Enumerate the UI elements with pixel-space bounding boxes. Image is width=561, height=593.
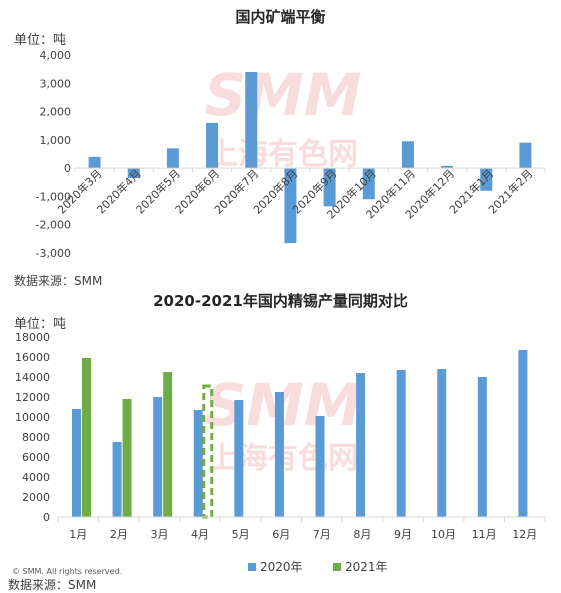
chart2-bar-2020	[356, 373, 366, 517]
chart2-category-label: 10月	[431, 528, 456, 541]
chart2-category-label: 9月	[394, 528, 412, 541]
chart1-ytick-label: 4,000	[40, 49, 72, 62]
copyright-text: © SMM. All rights reserved.	[12, 567, 123, 576]
chart2-ytick-label: 14000	[15, 371, 50, 384]
chart1-bar	[127, 168, 140, 179]
chart1-bar	[323, 168, 336, 207]
chart1-bar	[441, 165, 454, 169]
chart2-ytick-label: 18000	[15, 331, 50, 344]
chart1-bar	[401, 141, 414, 169]
chart2-bar-2020	[153, 397, 163, 517]
chart1-ytick-label: -1,000	[36, 190, 71, 203]
watermark-text-1: 上海有色网	[208, 137, 358, 172]
chart1-unit-label: 单位：吨	[14, 33, 67, 48]
chart2-bar-2020	[234, 400, 244, 517]
chart2-bar-2020	[112, 442, 122, 517]
chart2-ytick-label: 10000	[15, 411, 50, 424]
chart1-ytick-label: 0	[64, 162, 71, 175]
chart2-ytick-label: 4000	[22, 471, 50, 484]
chart1-title: 国内矿端平衡	[235, 8, 326, 26]
chart1-bar	[284, 168, 297, 244]
chart2-bar-2020	[315, 416, 325, 517]
chart2-category-label: 2月	[110, 528, 128, 541]
watermark-logo-1: SMM	[204, 61, 361, 129]
legend-swatch-2021	[333, 563, 341, 571]
chart2-bar-2021	[163, 372, 173, 517]
chart1-bar	[166, 148, 179, 169]
chart2-bar-2021	[82, 358, 91, 517]
chart1-bar	[88, 156, 101, 169]
chart2-category-label: 5月	[232, 528, 250, 541]
chart1-bar	[245, 71, 258, 169]
chart1-bar	[519, 142, 532, 169]
chart1-ytick-label: -2,000	[36, 219, 71, 232]
chart2-bar-2020	[518, 350, 528, 517]
chart2-bar-2021	[122, 399, 132, 517]
chart2-bar-2020	[274, 392, 284, 517]
chart2-category-label: 12月	[512, 528, 537, 541]
chart2-category-label: 1月	[69, 528, 87, 541]
chart2-category-label: 3月	[150, 528, 168, 541]
chart2-bar-2020	[72, 409, 81, 517]
chart1-source: 数据来源：SMM	[14, 274, 103, 288]
legend-label-2021: 2021年	[345, 560, 388, 574]
chart2-ytick-label: 0	[43, 511, 50, 524]
chart2-ytick-label: 16000	[15, 351, 50, 364]
chart2-category-label: 11月	[472, 528, 497, 541]
chart2-ytick-label: 12000	[15, 391, 50, 404]
chart1-ytick-label: 2,000	[40, 106, 72, 119]
chart2-unit-label: 单位：吨	[14, 317, 67, 332]
chart1-ytick-label: 1,000	[40, 134, 72, 147]
chart2-category-label: 6月	[272, 528, 290, 541]
chart2-category-label: 8月	[353, 528, 371, 541]
chart2-ytick-label: 8000	[22, 431, 50, 444]
chart1-bar	[362, 168, 375, 200]
chart2-title: 2020-2021年国内精锡产量同期对比	[153, 292, 408, 310]
legend-label-2020: 2020年	[260, 560, 303, 574]
chart2-source: 数据来源：SMM	[8, 578, 97, 592]
chart2-ytick-label: 2000	[22, 491, 50, 504]
chart2-ytick-label: 6000	[22, 451, 50, 464]
chart2-bar-2020	[396, 370, 406, 517]
chart2-plot: 0 2000 4000 6000 8000 10000 12000 14000 16000 180…	[15, 331, 546, 574]
chart1-ytick-label: -3,000	[36, 247, 71, 260]
chart2-category-label: 4月	[191, 528, 209, 541]
chart2-bar-2020	[437, 369, 447, 517]
chart2-category-label: 7月	[313, 528, 331, 541]
chart1-bar	[206, 122, 219, 169]
legend-swatch-2020	[248, 563, 256, 571]
chart2-bar-2020	[193, 410, 203, 517]
chart1-ytick-label: 3,000	[40, 77, 72, 90]
chart1-bar	[480, 168, 493, 191]
chart2-bar-2020	[477, 377, 487, 517]
